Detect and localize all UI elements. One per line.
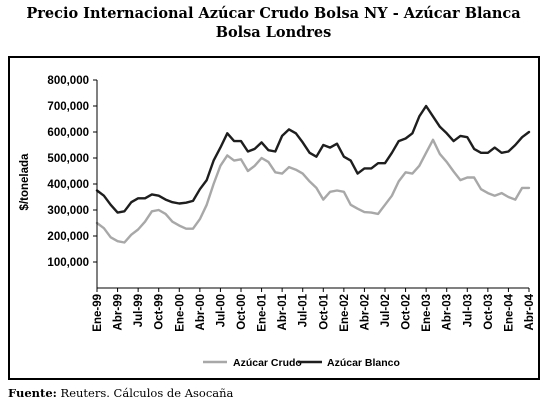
x-tick-label: Jul-00 (215, 294, 227, 327)
x-tick-label: Abr-04 (524, 293, 536, 330)
x-tick-label: Ene-03 (421, 294, 433, 332)
series-line-azucar-blanco (95, 104, 531, 214)
y-tick-label: 300,000 (47, 205, 89, 217)
legend: Azúcar Crudo Azúcar Blanco (203, 357, 400, 369)
source-text: Reuters. Cálculos de Asocaña (56, 386, 234, 400)
x-tick-label: Ene-02 (339, 294, 351, 332)
x-axis: Ene-99 Abr-99 Jul-99 Oct-99 Ene-00 Abr-00 Jul-… (92, 287, 536, 332)
x-tick-label: Ene-04 (503, 293, 515, 331)
chart-title: Precio Internacional Azúcar Crudo Bolsa … (0, 4, 547, 42)
y-tick-label: 400,000 (47, 179, 89, 191)
x-tick-label: Jul-03 (462, 294, 474, 327)
y-tick-label: 100,000 (47, 257, 89, 269)
series-line-azucar-crudo (95, 138, 531, 244)
legend-label: Azúcar Blanco (327, 357, 400, 369)
x-tick-label: Jul-99 (133, 294, 145, 327)
x-tick-label: Ene-00 (174, 294, 186, 332)
y-tick-label: 200,000 (47, 231, 89, 243)
source-label: Fuente: (8, 386, 57, 400)
x-tick-label: Ene-99 (92, 294, 104, 332)
x-tick-label: Abr-03 (442, 294, 454, 330)
x-tick-label: Ene-01 (257, 293, 269, 331)
x-tick-label: Oct-03 (483, 294, 495, 330)
x-tick-label: Abr-02 (359, 294, 371, 330)
x-tick-label: Jul-01 (298, 293, 310, 327)
y-tick-label: 800,000 (47, 75, 89, 87)
y-tick-label: 600,000 (47, 127, 89, 139)
x-tick-label: Oct-99 (154, 294, 166, 330)
x-tick-label: Oct-00 (236, 294, 248, 330)
chart-title-line-1: Precio Internacional Azúcar Crudo Bolsa … (26, 5, 521, 22)
x-tick-label: Abr-00 (195, 294, 207, 330)
legend-label: Azúcar Crudo (233, 357, 302, 369)
x-tick-label: Oct-02 (401, 294, 413, 330)
x-tick-label: Abr-99 (113, 294, 125, 330)
x-tick-label: Abr-01 (277, 293, 289, 330)
y-tick-label: 700,000 (47, 101, 89, 113)
x-tick-label: Oct-01 (318, 293, 330, 329)
chart-title-line-2: Bolsa Londres (215, 24, 332, 41)
plot-area (95, 104, 531, 244)
y-axis: 100,000 200,000 300,000 400,000 500,000 600,0… (47, 75, 98, 288)
x-tick-label: Jul-02 (380, 294, 392, 327)
y-axis-title: $/tonelada (19, 153, 31, 210)
y-tick-label: 500,000 (47, 153, 89, 165)
source-note: Fuente: Reuters. Cálculos de Asocaña (8, 386, 233, 400)
